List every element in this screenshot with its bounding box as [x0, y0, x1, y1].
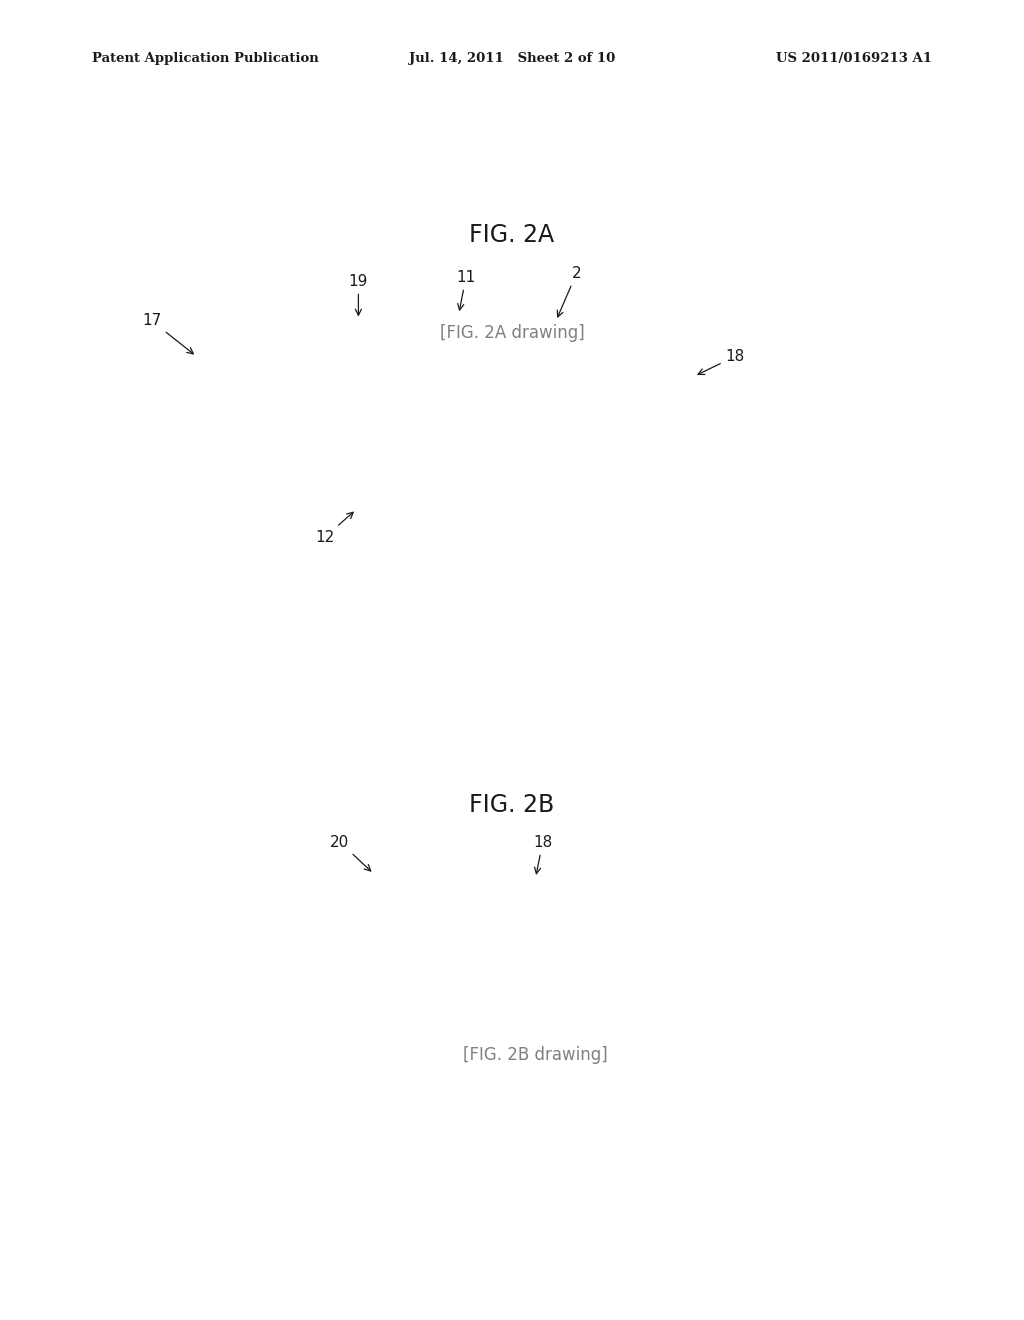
Text: FIG. 2A: FIG. 2A — [469, 223, 555, 247]
Text: Patent Application Publication: Patent Application Publication — [92, 53, 318, 65]
Text: 11: 11 — [457, 269, 475, 310]
Text: 19: 19 — [349, 273, 368, 315]
Text: 17: 17 — [142, 313, 194, 354]
Text: FIG. 2B: FIG. 2B — [469, 793, 555, 817]
Text: [FIG. 2B drawing]: [FIG. 2B drawing] — [463, 1047, 607, 1064]
Text: 18: 18 — [698, 348, 744, 375]
Text: [FIG. 2A drawing]: [FIG. 2A drawing] — [439, 325, 585, 342]
Text: Jul. 14, 2011   Sheet 2 of 10: Jul. 14, 2011 Sheet 2 of 10 — [409, 53, 615, 65]
Text: 2: 2 — [557, 265, 582, 317]
Text: US 2011/0169213 A1: US 2011/0169213 A1 — [776, 53, 932, 65]
Text: 18: 18 — [534, 834, 552, 874]
Text: 12: 12 — [315, 512, 353, 545]
Text: 20: 20 — [331, 834, 371, 871]
